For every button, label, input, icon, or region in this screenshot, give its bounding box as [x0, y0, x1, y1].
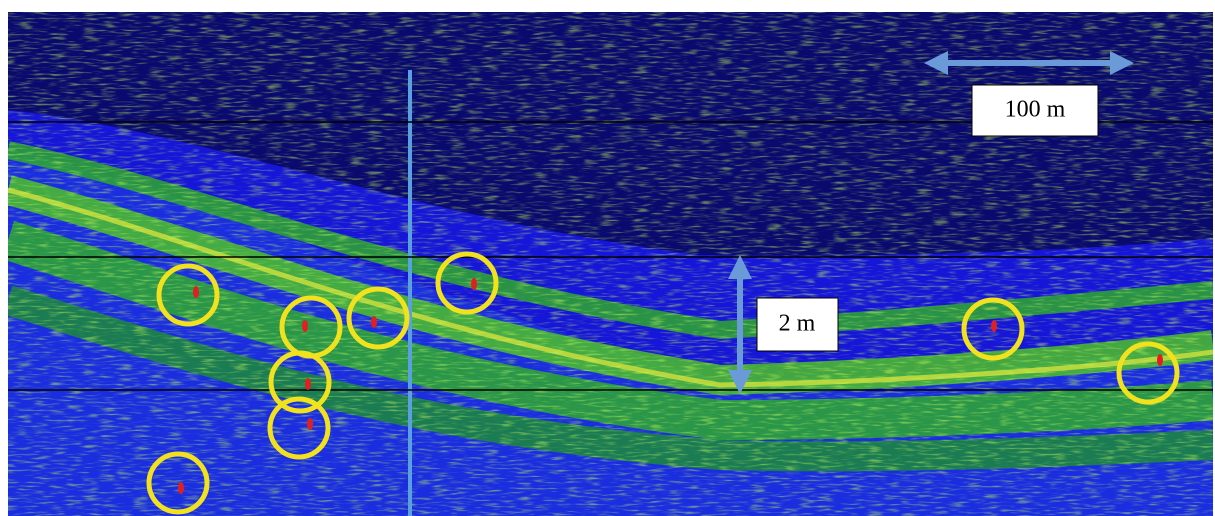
label-box — [756, 297, 839, 352]
targets — [146, 251, 1180, 515]
vertical-scale-label: 2 m — [779, 311, 816, 337]
label-box — [971, 84, 1099, 137]
horizontal-scale-label: 100 m — [1005, 97, 1066, 123]
